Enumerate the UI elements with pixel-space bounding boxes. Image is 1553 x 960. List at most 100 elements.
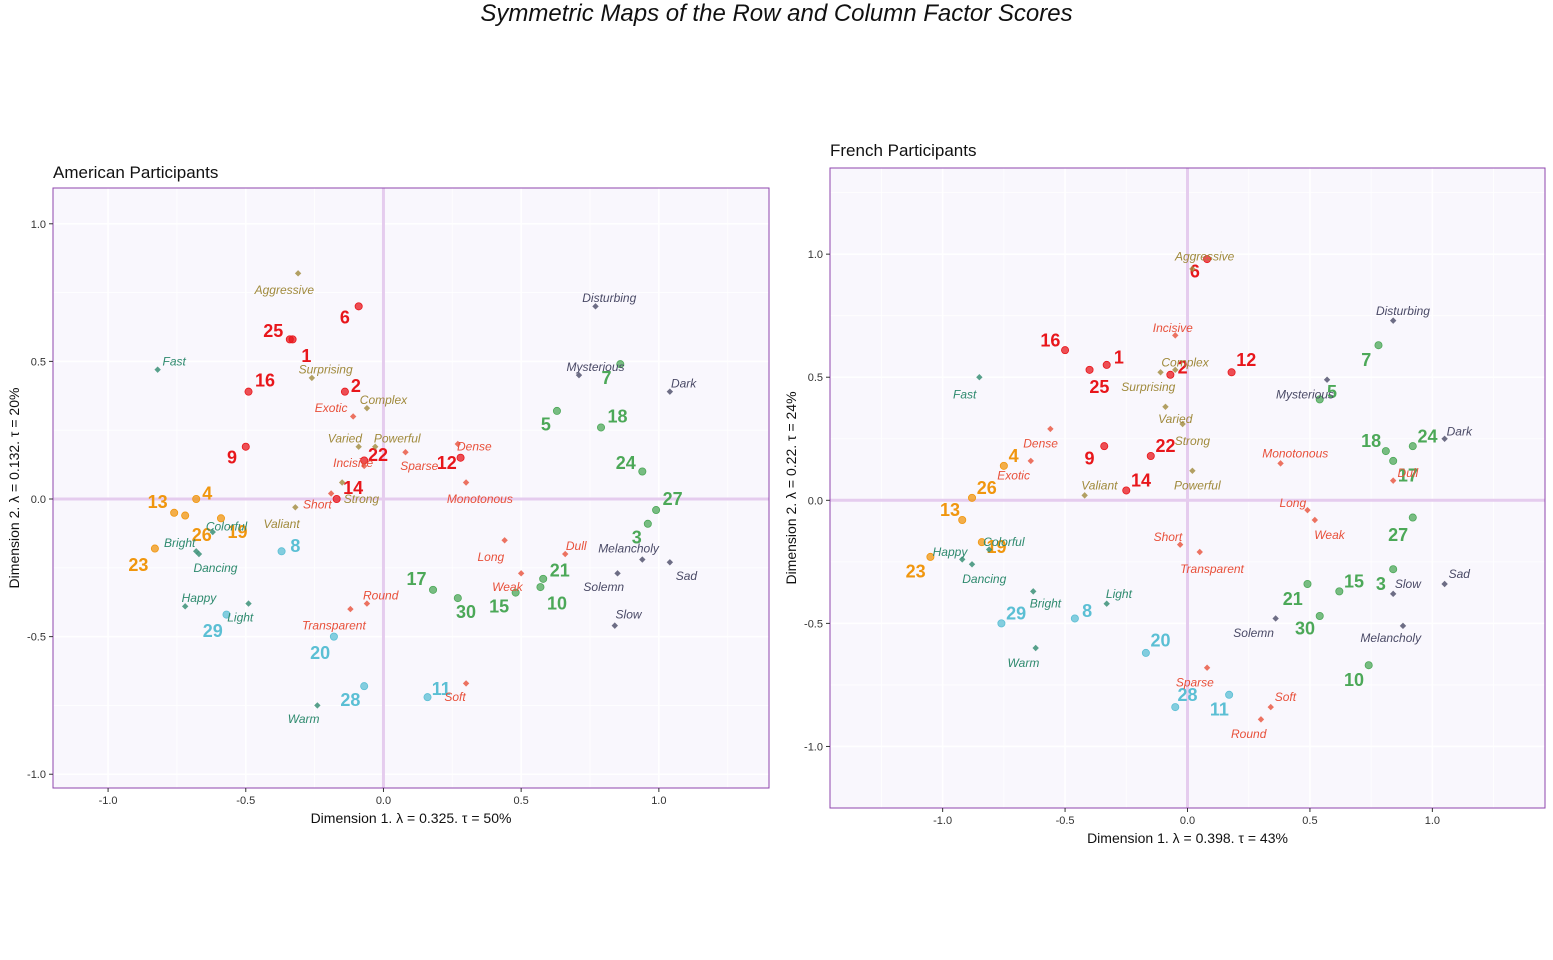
point-19: [216, 514, 225, 523]
x-tick-label: 0.5: [1302, 815, 1317, 827]
label-colorful: Colorful: [206, 520, 248, 534]
y-axis-title: Dimension 2. λ = 0.22. τ = 24%: [783, 391, 799, 584]
label-27: 27: [663, 489, 683, 509]
label-12: 12: [1236, 350, 1256, 370]
point-long: [1304, 506, 1311, 514]
point-25: [1085, 365, 1094, 374]
point-dense: [454, 440, 462, 448]
label-fast: Fast: [953, 387, 977, 401]
label-14: 14: [1131, 471, 1151, 491]
label-17: 17: [406, 569, 426, 589]
x-tick-label: -1.0: [99, 795, 118, 807]
point-valiant: [292, 504, 299, 511]
label-1: 1: [1114, 348, 1124, 368]
label-aggressive: Aggressive: [1174, 250, 1235, 264]
label-surprising: Surprising: [299, 363, 353, 377]
french-panel-title: French Participants: [830, 141, 976, 160]
point-16: [1061, 346, 1070, 355]
point-21: [1303, 579, 1312, 588]
point-varied: [355, 443, 362, 450]
point-mysterious: [575, 371, 583, 379]
label-7: 7: [602, 368, 612, 388]
point-dull: [1389, 477, 1397, 484]
label-18: 18: [608, 406, 628, 426]
point-27: [1408, 513, 1417, 522]
label-mysterious: Mysterious: [1276, 387, 1334, 401]
point-complex: [1172, 366, 1179, 374]
label-valiant: Valiant: [1081, 479, 1118, 493]
point-15: [1335, 587, 1344, 596]
point-20: [1141, 648, 1150, 657]
point-bright: [193, 548, 200, 555]
point-8: [277, 547, 286, 556]
point-9: [1100, 442, 1109, 451]
label-dense: Dense: [1023, 437, 1058, 451]
point-3: [643, 519, 652, 528]
point-dull: [562, 550, 569, 558]
label-6: 6: [1190, 261, 1200, 281]
label-warm: Warm: [288, 712, 320, 726]
point-surprising: [308, 374, 316, 382]
point-slow: [611, 622, 618, 629]
label-11: 11: [1210, 700, 1229, 720]
point-20: [329, 632, 338, 641]
point-long: [501, 537, 508, 544]
label-21: 21: [1283, 589, 1303, 609]
y-tick-label: 1.0: [31, 219, 46, 231]
label-2: 2: [351, 376, 361, 396]
label-round: Round: [363, 588, 399, 602]
label-soft: Soft: [1275, 690, 1297, 704]
label-sparse: Sparse: [1176, 675, 1214, 689]
point-11: [423, 693, 432, 702]
point-2: [1166, 370, 1175, 379]
plot-background: [53, 188, 769, 788]
point-23: [150, 544, 159, 553]
label-strong: Strong: [1175, 434, 1211, 448]
label-long: Long: [478, 550, 505, 564]
label-transparent: Transparent: [302, 619, 366, 633]
label-2: 2: [1178, 357, 1188, 377]
point-12: [1227, 368, 1236, 377]
point-light: [245, 600, 252, 607]
point-complex: [363, 404, 371, 412]
point-3: [1389, 565, 1398, 574]
label-dull: Dull: [566, 539, 587, 553]
point-incisive: [360, 462, 368, 470]
point-disturbing: [1389, 317, 1397, 324]
label-sad: Sad: [1449, 567, 1471, 581]
x-tick-label: -1.0: [933, 815, 952, 827]
label-varied: Varied: [1158, 412, 1193, 426]
label-4: 4: [1009, 446, 1019, 466]
y-tick-label: -1.0: [27, 769, 46, 781]
label-exotic: Exotic: [315, 401, 348, 415]
label-10: 10: [547, 594, 567, 614]
label-26: 26: [192, 525, 212, 545]
label-solemn: Solemn: [583, 580, 624, 594]
point-27: [652, 506, 661, 515]
x-axis-title: Dimension 1. λ = 0.325. τ = 50%: [311, 810, 512, 826]
label-25: 25: [1089, 377, 1109, 397]
label-disturbing: Disturbing: [1376, 304, 1430, 318]
point-18: [1381, 447, 1390, 456]
point-soft: [462, 680, 470, 687]
plot-frame: [52, 187, 770, 789]
label-valiant: Valiant: [263, 517, 300, 531]
label-incisive: Incisive: [1153, 321, 1193, 335]
point-6: [354, 302, 363, 311]
label-6: 6: [340, 307, 350, 327]
french-map-panel: French Participants -1.0 -0.5 0.0 0.5 1.0 -1.0…: [783, 141, 1546, 846]
label-17: 17: [1398, 466, 1418, 486]
point-13: [170, 508, 179, 517]
point-short: [327, 490, 335, 497]
label-complex: Complex: [1161, 355, 1209, 369]
point-6: [1203, 255, 1212, 264]
label-round: Round: [1231, 727, 1267, 741]
point-10: [536, 583, 545, 592]
point-30: [453, 594, 462, 603]
point-26: [968, 493, 977, 502]
point-30: [1315, 611, 1324, 620]
label-19: 19: [986, 537, 1006, 557]
label-solemn: Solemn: [1233, 626, 1274, 640]
label-22: 22: [1155, 436, 1175, 456]
label-29: 29: [1006, 604, 1026, 624]
